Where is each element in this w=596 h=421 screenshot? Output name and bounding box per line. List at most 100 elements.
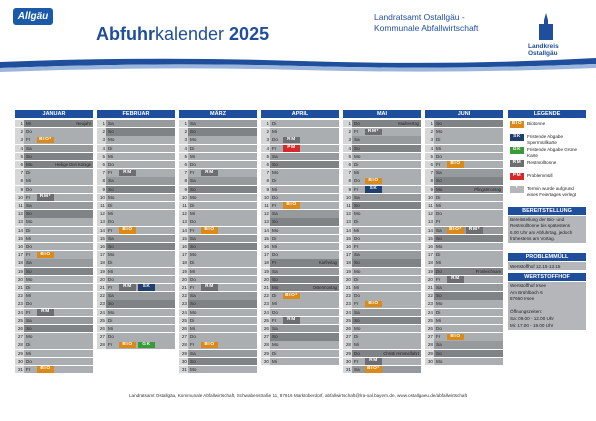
weekday: So <box>354 260 360 266</box>
day-number: 1 <box>425 120 434 128</box>
day-row: 2 Mo <box>425 128 503 136</box>
day-row: 12 Sa <box>261 210 339 218</box>
weekday: Fr <box>436 334 441 340</box>
day-row: 11 So <box>343 202 421 210</box>
weekday: Fr <box>436 162 441 167</box>
day-row: 5 Mo <box>343 152 421 161</box>
day-number: 19 <box>97 267 106 275</box>
title: Abfuhrkalender 2025 <box>96 24 269 45</box>
day-number: 8 <box>261 177 270 185</box>
weekday: So <box>26 153 32 159</box>
weekday: Mi <box>272 244 277 249</box>
day-row: 11 Mi <box>425 202 503 210</box>
logo: Allgäu <box>13 8 53 25</box>
weekday: Fr <box>190 342 195 348</box>
weekday: Do <box>190 162 196 167</box>
day-number: 6 <box>425 161 434 169</box>
legend-swatch: GK <box>510 147 524 154</box>
weekday: Di <box>26 342 31 348</box>
day-row: 27 Fr BIO <box>425 333 503 341</box>
day-row: 24 Do <box>261 308 339 316</box>
day-number: 30 <box>261 357 270 366</box>
weekday: Fr <box>354 301 359 307</box>
day-number: 8 <box>97 177 106 185</box>
day-row: 11 Di <box>179 202 257 210</box>
day-row: 25 So <box>343 316 421 325</box>
day-number: 2 <box>343 128 352 136</box>
day-row: 18 Fr Karfreitag <box>261 259 339 267</box>
weekday: Sa <box>108 178 114 184</box>
day-row: 7 Sa <box>425 169 503 177</box>
day-number: 13 <box>15 218 24 226</box>
weekday: Fr <box>436 219 441 225</box>
day-number: 14 <box>97 226 106 234</box>
weekday: Mo <box>436 244 443 249</box>
weekday: Sa <box>26 260 32 266</box>
day-number: 4 <box>261 144 270 152</box>
day-number: 27 <box>15 333 24 341</box>
day-number: 22 <box>179 292 188 300</box>
weekday: Di <box>354 334 359 340</box>
weekday: Di <box>108 260 113 266</box>
day-number: 22 <box>15 292 24 300</box>
day-number: 7 <box>425 169 434 177</box>
weekday: So <box>272 276 278 282</box>
day-row: 5 Mi <box>97 152 175 161</box>
weekday: Fr <box>354 186 359 192</box>
day-row: 8 Di <box>261 177 339 185</box>
day-number: 31 <box>179 366 188 374</box>
day-number: 4 <box>97 144 106 152</box>
day-number: 14 <box>15 226 24 234</box>
day-number: 11 <box>15 202 24 210</box>
weekday: Di <box>436 137 441 143</box>
weekday: Sa <box>436 170 442 176</box>
weekday: Mo <box>190 367 197 372</box>
day-number: 16 <box>425 243 434 251</box>
day-row: 1 Sa <box>97 120 175 128</box>
day-row: 25 Di <box>179 316 257 325</box>
day-row: 15 Sa <box>179 234 257 243</box>
weekday: Sa <box>354 137 360 143</box>
day-number: 2 <box>179 128 188 136</box>
weekday: Mi <box>354 285 359 290</box>
day-number: 3 <box>15 136 24 144</box>
day-row: 20 Di <box>343 275 421 284</box>
day-row: 1 So <box>425 120 503 128</box>
day-row: 10 Mo <box>97 193 175 202</box>
month-header: JANUAR <box>15 110 93 118</box>
weekday: Fr <box>272 203 277 208</box>
day-number: 8 <box>343 177 352 185</box>
weekday: Mo <box>108 194 115 200</box>
day-row: 30 Mo <box>425 357 503 366</box>
day-number: 18 <box>15 259 24 267</box>
day-row: 28 Mo <box>261 341 339 349</box>
day-number: 18 <box>343 259 352 267</box>
weekday: Mo <box>436 358 443 364</box>
legend-text: Problemmüll <box>527 173 553 178</box>
day-number: 7 <box>343 169 352 177</box>
day-number: 27 <box>179 333 188 341</box>
weekday: Sa <box>108 121 114 126</box>
weekday: Do <box>108 276 114 282</box>
weekday: Mi <box>108 153 113 159</box>
weekday: Mo <box>26 334 33 340</box>
day-row: 23 So <box>179 300 257 308</box>
day-number: 25 <box>179 316 188 325</box>
day-number: 22 <box>97 292 106 300</box>
day-number: 22 <box>425 292 434 300</box>
weekday: Di <box>108 317 113 323</box>
weekday: So <box>190 186 196 192</box>
weekday: Do <box>436 153 442 159</box>
weekday: Mi <box>26 235 31 241</box>
day-row: 1 Sa <box>179 120 257 128</box>
day-row: 11 Fr BIO <box>261 202 339 210</box>
bin-tag: BIO <box>37 366 54 373</box>
weekday: Fr <box>108 285 113 290</box>
day-row: 4 Fr PM <box>261 144 339 152</box>
day-number: 23 <box>97 300 106 308</box>
weekday: So <box>272 334 278 340</box>
day-row: 31 Sa BIO* <box>343 366 421 374</box>
day-number: 12 <box>261 210 270 218</box>
weekday: Sa <box>272 153 278 159</box>
day-row: 26 So <box>15 325 93 333</box>
